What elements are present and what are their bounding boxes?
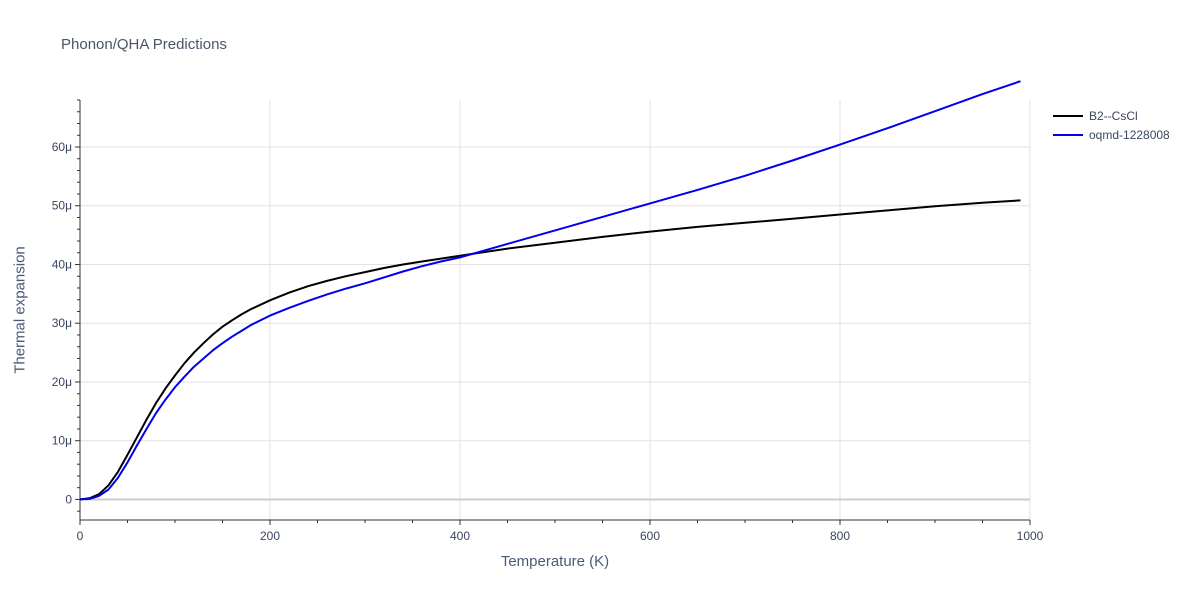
x-tick-labels: 0 200 400 600 800 1000	[77, 529, 1044, 543]
legend-swatch	[1053, 133, 1083, 136]
y-tick-label: 20μ	[52, 375, 72, 389]
y-tick-label: 0	[65, 492, 72, 506]
legend-label: oqmd-1228008	[1089, 127, 1170, 142]
legend-item[interactable]: B2--CsCl	[1053, 106, 1170, 125]
y-tick-label: 30μ	[52, 316, 72, 330]
x-tick-label: 600	[640, 529, 660, 543]
y-tick-label: 10μ	[52, 434, 72, 448]
x-tick-label: 1000	[1017, 529, 1044, 543]
y-axis-label: Thermal expansion	[11, 246, 29, 374]
y-tick-label: 50μ	[52, 199, 72, 213]
x-tick-label: 400	[450, 529, 470, 543]
y-tick-label: 60μ	[52, 140, 72, 154]
chart-title: Phonon/QHA Predictions	[61, 36, 227, 53]
y-tick-label: 40μ	[52, 257, 72, 271]
series-line-b2-cscl[interactable]	[79, 199, 1021, 501]
series-layer	[79, 80, 1021, 501]
y-tick-labels: 0 10μ 20μ 30μ 40μ 50μ 60μ	[52, 140, 73, 506]
x-tick-label: 0	[77, 529, 84, 543]
series-line-oqmd-1228008[interactable]	[79, 80, 1021, 501]
legend-swatch	[1053, 114, 1083, 117]
legend-item[interactable]: oqmd-1228008	[1053, 125, 1170, 144]
legend: B2--CsCl oqmd-1228008	[1053, 106, 1170, 144]
y-gridlines	[80, 146, 1030, 501]
x-axis-label: Temperature (K)	[500, 553, 610, 570]
x-tick-label: 200	[260, 529, 280, 543]
x-tick-label: 800	[830, 529, 850, 543]
x-gridlines	[269, 100, 1031, 520]
legend-label: B2--CsCl	[1089, 108, 1138, 123]
axes	[75, 99, 1031, 525]
